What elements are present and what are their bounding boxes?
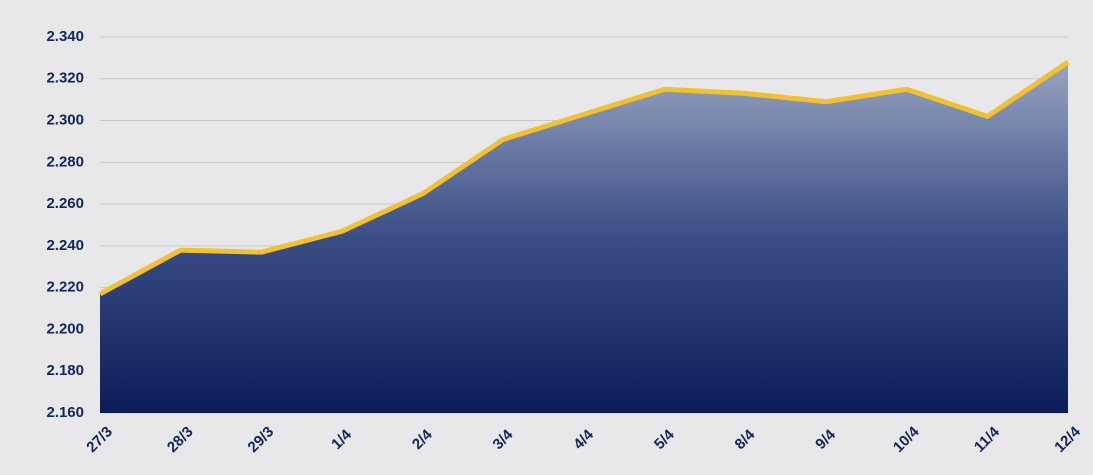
y-tick-label: 2.260	[46, 195, 84, 212]
y-tick-label: 2.160	[46, 404, 84, 421]
area	[100, 62, 1068, 414]
y-tick-label: 2.220	[46, 279, 84, 296]
y-tick-label: 2.320	[46, 70, 84, 87]
y-tick-label: 2.280	[46, 153, 84, 170]
y-tick-label: 2.240	[46, 237, 84, 254]
line	[98, 59, 1070, 297]
y-tick-label: 2.340	[46, 28, 84, 45]
y-tick-label: 2.180	[46, 362, 84, 379]
y-tick-label: 2.200	[46, 320, 84, 337]
y-tick-label: 2.300	[46, 112, 84, 129]
